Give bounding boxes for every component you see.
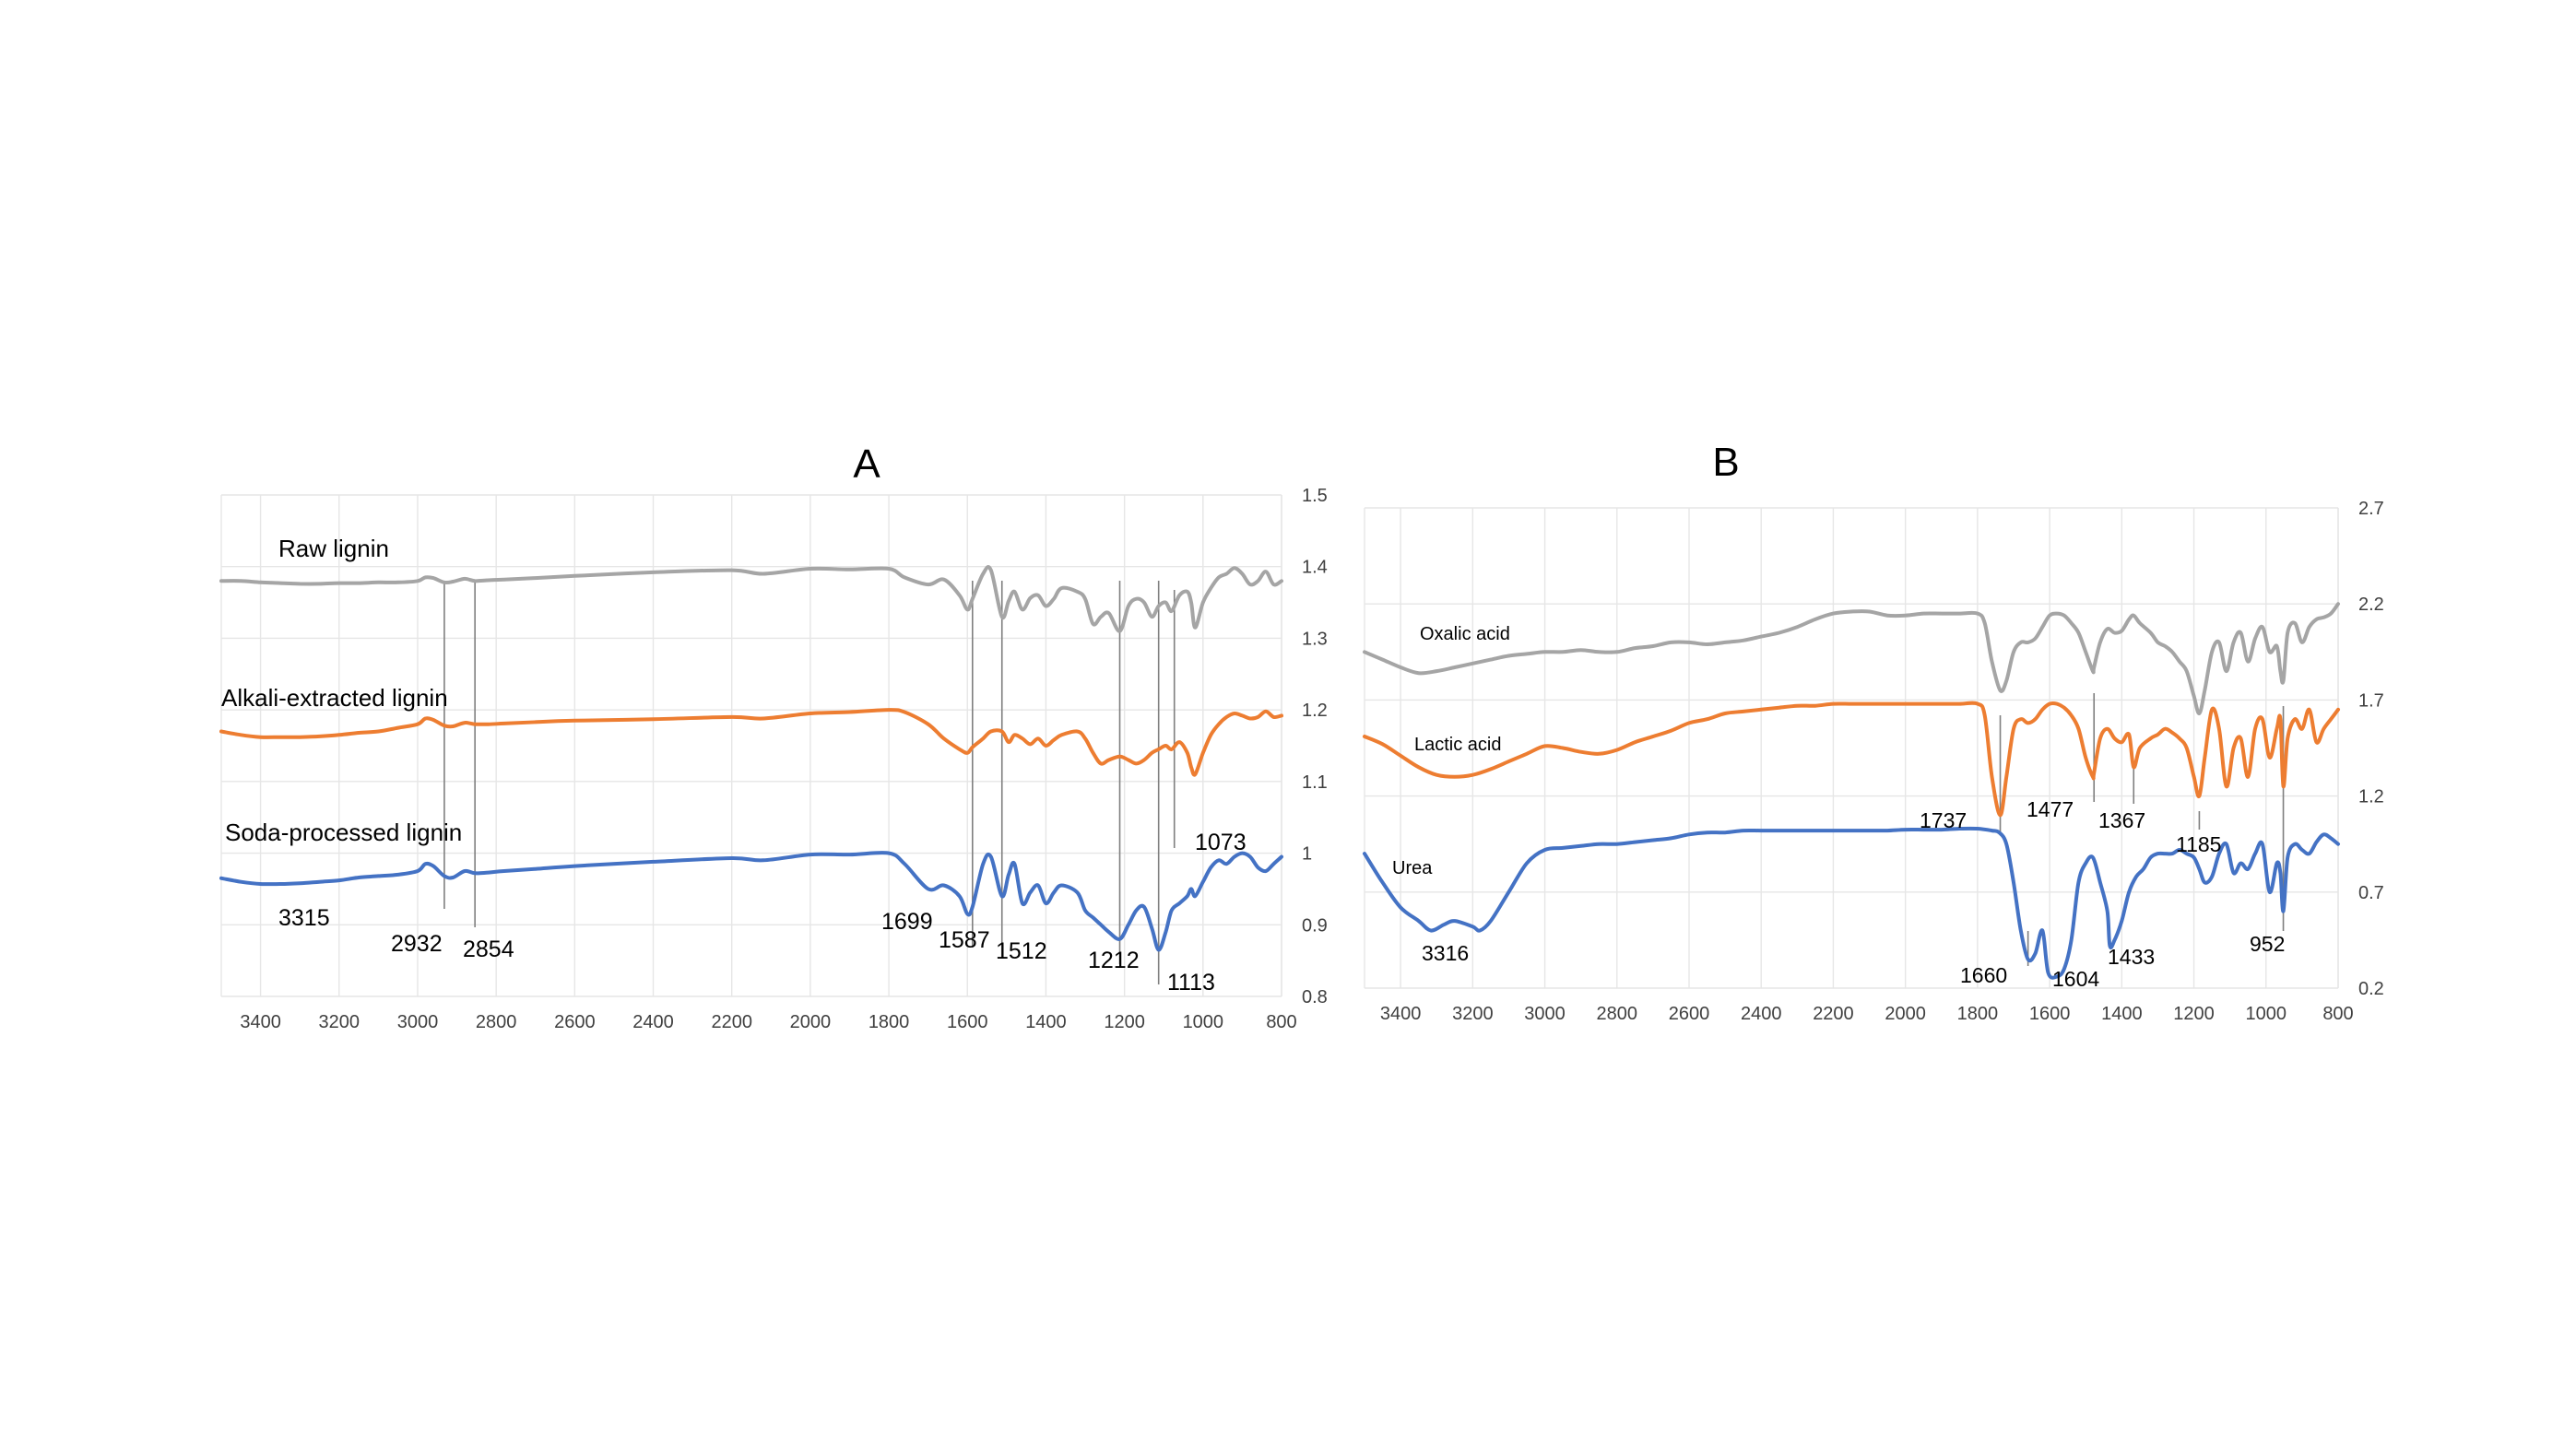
peak-label-2932: 2932 [391, 931, 443, 957]
y-tick-1-2: 1.2 [2358, 787, 2384, 807]
y-tick-1-4: 1.4 [1302, 558, 1328, 578]
peak-label-1604: 1604 [2052, 967, 2099, 991]
panel-a-x-ticks: 3400 3200 3000 2800 2600 2400 2200 2000 1800 1600… [240, 1012, 1296, 1032]
peak-label-1512: 1512 [996, 938, 1047, 964]
x-tick-2400: 2400 [632, 1012, 674, 1032]
x-tick-2800: 2800 [476, 1012, 517, 1032]
panel-b-grid [1364, 507, 2339, 989]
series-line-raw-lignin [219, 565, 1283, 633]
peak-label-952: 952 [2250, 932, 2285, 956]
series-line-lactic-acid [1363, 701, 2340, 818]
x-tick-3400: 3400 [1380, 1004, 1422, 1024]
series-line-soda-processed-lignin [219, 851, 1283, 952]
y-tick-1-5: 1.5 [1302, 486, 1328, 506]
peak-label-1433: 1433 [2108, 945, 2155, 969]
x-tick-1200: 1200 [1104, 1012, 1145, 1032]
x-tick-2200: 2200 [711, 1012, 752, 1032]
peak-label-1737: 1737 [1920, 808, 1967, 832]
peak-label-3316: 3316 [1422, 941, 1469, 965]
panel-a: A 3400 3200 3000 2800 2600 2400 2200 2000 1800 16… [219, 442, 1328, 1032]
y-tick-0-7: 0.7 [2358, 883, 2384, 903]
x-tick-2000: 2000 [790, 1012, 832, 1032]
series-label-soda-processed-lignin: Soda-processed lignin [225, 819, 462, 846]
peak-label-2854: 2854 [463, 937, 514, 962]
panel-b-title: B [1712, 440, 1739, 485]
series-label-alkali-extracted-lignin: Alkali-extracted lignin [221, 684, 448, 712]
panel-a-grid [220, 494, 1282, 997]
x-tick-2800: 2800 [1597, 1004, 1638, 1024]
x-tick-2000: 2000 [1885, 1004, 1926, 1024]
x-tick-800: 800 [2322, 1004, 2353, 1024]
y-tick-0-8: 0.8 [1302, 987, 1328, 1007]
y-tick-2-2: 2.2 [2358, 595, 2384, 615]
x-tick-1600: 1600 [947, 1012, 988, 1032]
y-tick-1-1: 1.1 [1302, 772, 1328, 793]
y-tick-1-7: 1.7 [2358, 690, 2384, 711]
y-tick-2-7: 2.7 [2358, 499, 2384, 519]
x-tick-800: 800 [1266, 1012, 1296, 1032]
y-tick-1-2: 1.2 [1302, 701, 1328, 721]
series-line-urea [1363, 826, 2340, 980]
peak-label-3315: 3315 [278, 905, 330, 931]
x-tick-1400: 1400 [2101, 1004, 2143, 1024]
peak-label-1113: 1113 [1167, 970, 1215, 995]
x-tick-3400: 3400 [240, 1012, 281, 1032]
x-tick-1200: 1200 [2173, 1004, 2215, 1024]
x-tick-2600: 2600 [1669, 1004, 1710, 1024]
panel-a-series [219, 565, 1283, 952]
peak-label-1212: 1212 [1088, 948, 1140, 973]
peak-label-1660: 1660 [1960, 963, 2007, 987]
panel-a-marker-lines [443, 581, 1176, 984]
series-label-lactic-acid: Lactic acid [1414, 735, 1502, 755]
peak-label-1477: 1477 [2027, 797, 2074, 821]
series-line-oxalic-acid [1363, 602, 2340, 716]
peak-label-1185: 1185 [2176, 832, 2221, 856]
series-label-raw-lignin: Raw lignin [278, 535, 389, 562]
x-tick-3000: 3000 [1524, 1004, 1566, 1024]
x-tick-1800: 1800 [1957, 1004, 1999, 1024]
x-tick-1000: 1000 [1183, 1012, 1224, 1032]
x-tick-1000: 1000 [2246, 1004, 2287, 1024]
peak-label-1699: 1699 [881, 909, 933, 935]
x-tick-2400: 2400 [1741, 1004, 1782, 1024]
panel-b-series [1363, 602, 2340, 980]
x-tick-2200: 2200 [1813, 1004, 1854, 1024]
peak-label-1587: 1587 [939, 927, 990, 953]
panel-b: B 3400 3200 3000 2800 2600 2400 2200 2000 1800 16… [1363, 440, 2384, 1024]
y-tick-0-9: 0.9 [1302, 915, 1328, 936]
panel-b-x-ticks: 3400 3200 3000 2800 2600 2400 2200 2000 1800 1600… [1380, 1004, 2354, 1024]
series-label-oxalic-acid: Oxalic acid [1420, 624, 1510, 644]
x-tick-1600: 1600 [2029, 1004, 2071, 1024]
panel-a-y-ticks: 0.8 0.9 1 1.1 1.2 1.3 1.4 1.5 [1302, 486, 1328, 1007]
x-tick-2600: 2600 [554, 1012, 596, 1032]
x-tick-3200: 3200 [1452, 1004, 1494, 1024]
x-tick-1400: 1400 [1025, 1012, 1067, 1032]
series-line-alkali-extracted-lignin [219, 708, 1283, 777]
x-tick-3200: 3200 [319, 1012, 360, 1032]
panel-b-y-ticks: 0.2 0.7 1.2 1.7 2.2 2.7 [2358, 499, 2384, 999]
series-label-urea: Urea [1392, 858, 1433, 878]
x-tick-1800: 1800 [869, 1012, 910, 1032]
panel-a-title: A [853, 442, 880, 487]
y-tick-1: 1 [1302, 844, 1312, 865]
peak-label-1367: 1367 [2098, 808, 2145, 832]
y-tick-1-3: 1.3 [1302, 629, 1328, 649]
peak-label-1073: 1073 [1195, 830, 1247, 855]
y-tick-0-2: 0.2 [2358, 979, 2384, 999]
x-tick-3000: 3000 [397, 1012, 439, 1032]
